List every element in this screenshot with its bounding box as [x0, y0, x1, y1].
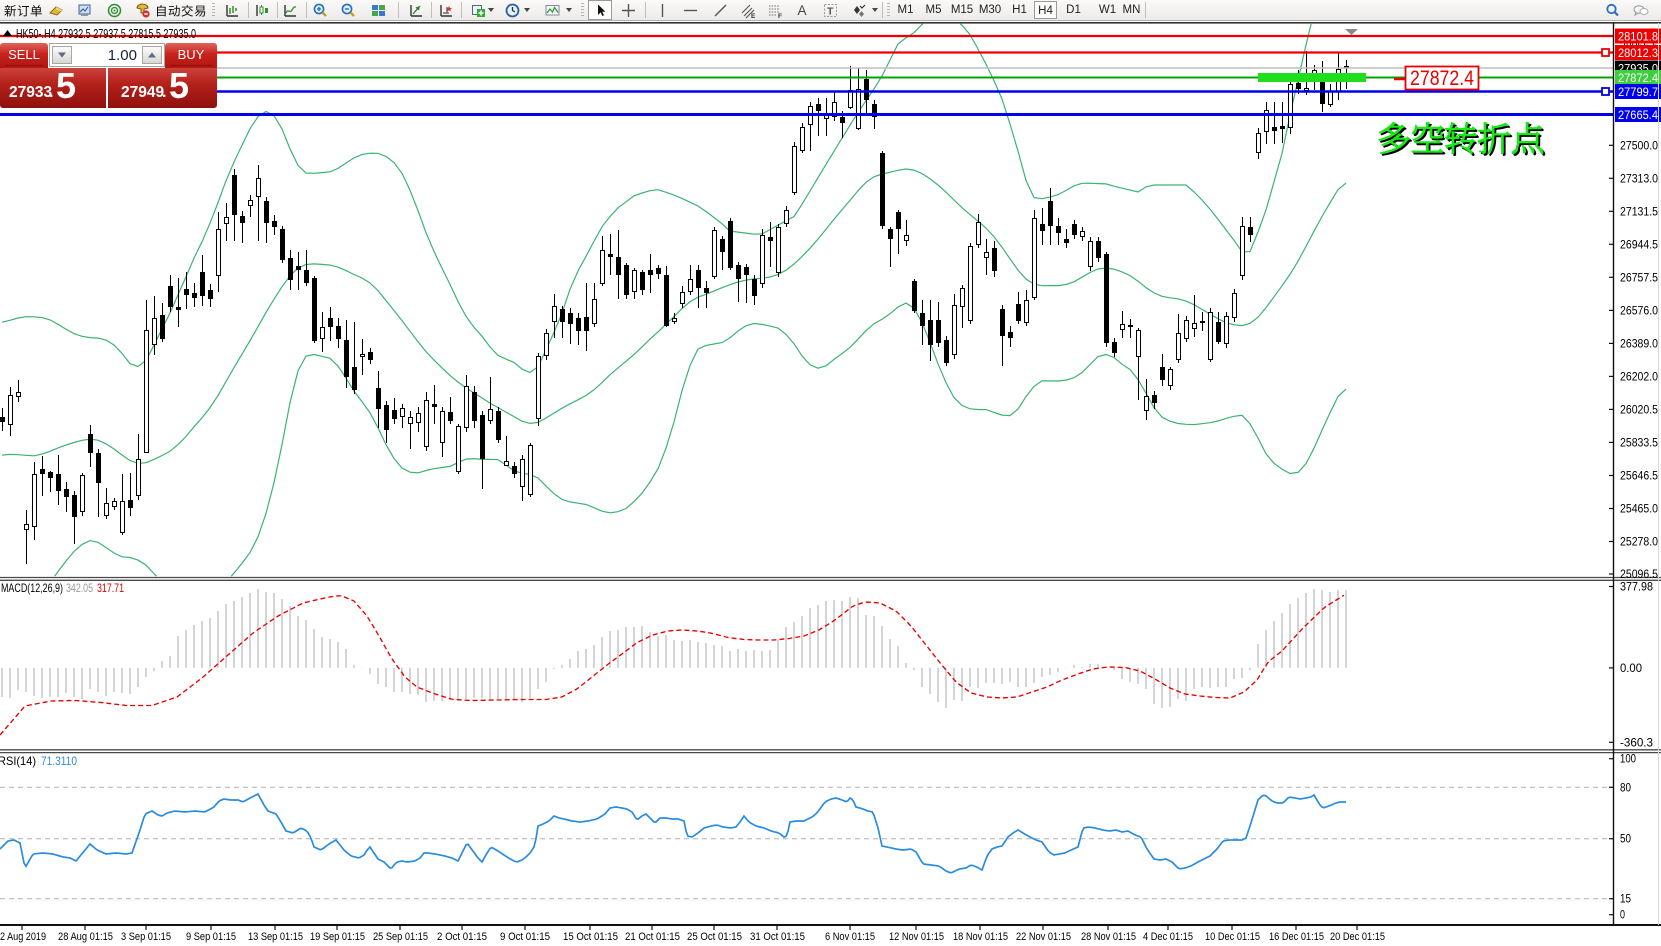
svg-text:21 Oct 01:15: 21 Oct 01:15 — [625, 931, 680, 943]
svg-text:50: 50 — [1620, 834, 1631, 846]
svg-text:13 Sep 01:15: 13 Sep 01:15 — [248, 931, 303, 943]
svg-text:A: A — [798, 3, 807, 18]
svg-text:26389.0: 26389.0 — [1620, 338, 1658, 350]
svg-text:12 Nov 01:15: 12 Nov 01:15 — [889, 931, 944, 943]
svg-text:18 Nov 01:15: 18 Nov 01:15 — [953, 931, 1008, 943]
svg-text:22 Nov 01:15: 22 Nov 01:15 — [1016, 931, 1071, 943]
svg-text:-360.3: -360.3 — [1620, 737, 1653, 749]
svg-text:HK50-.H4 27932.5 27937.5 2781: HK50-.H4 27932.5 27937.5 27815.5 27935.0 — [16, 27, 196, 41]
svg-text:27313.0: 27313.0 — [1620, 173, 1658, 185]
svg-text:20 Dec 01:15: 20 Dec 01:15 — [1330, 931, 1385, 943]
svg-text:377.98: 377.98 — [1620, 582, 1653, 594]
svg-text:25465.0: 25465.0 — [1620, 504, 1658, 516]
svg-text:2 Aug 2019: 2 Aug 2019 — [0, 931, 46, 943]
svg-text:2 Oct 01:15: 2 Oct 01:15 — [437, 931, 487, 943]
svg-text:342.05: 342.05 — [66, 581, 93, 595]
svg-text:27500.0: 27500.0 — [1620, 140, 1658, 152]
svg-text:28012.3: 28012.3 — [1618, 48, 1658, 60]
svg-text:26576.0: 26576.0 — [1620, 305, 1658, 317]
svg-text:15 Oct 01:15: 15 Oct 01:15 — [563, 931, 618, 943]
svg-text:25096.5: 25096.5 — [1620, 569, 1658, 581]
svg-text:16 Dec 01:15: 16 Dec 01:15 — [1269, 931, 1324, 943]
svg-text:25646.5: 25646.5 — [1620, 471, 1658, 483]
svg-text:25278.0: 25278.0 — [1620, 537, 1658, 549]
svg-text:9 Oct 01:15: 9 Oct 01:15 — [500, 931, 550, 943]
svg-text:26757.5: 26757.5 — [1620, 272, 1658, 284]
svg-text:19 Sep 01:15: 19 Sep 01:15 — [310, 931, 365, 943]
svg-text:4 Dec 01:15: 4 Dec 01:15 — [1143, 931, 1193, 943]
svg-text:25 Oct 01:15: 25 Oct 01:15 — [687, 931, 742, 943]
svg-text:MACD(12,26,9): MACD(12,26,9) — [1, 581, 63, 595]
svg-text:27665.4: 27665.4 — [1618, 110, 1659, 122]
svg-text:25833.5: 25833.5 — [1620, 437, 1658, 449]
svg-text:27131.5: 27131.5 — [1620, 206, 1658, 218]
svg-text:E: E — [751, 13, 756, 19]
svg-text:317.71: 317.71 — [97, 581, 124, 595]
svg-text:27799.7: 27799.7 — [1618, 87, 1658, 99]
svg-text:28 Nov 01:15: 28 Nov 01:15 — [1081, 931, 1136, 943]
svg-text:T: T — [827, 6, 834, 18]
svg-text:0.00: 0.00 — [1620, 663, 1642, 675]
svg-text:25 Sep 01:15: 25 Sep 01:15 — [373, 931, 428, 943]
svg-text:26202.0: 26202.0 — [1620, 371, 1658, 383]
svg-text:27872.4: 27872.4 — [1618, 73, 1659, 85]
svg-text:31 Oct 01:15: 31 Oct 01:15 — [750, 931, 805, 943]
svg-text:28 Aug 01:15: 28 Aug 01:15 — [58, 931, 113, 943]
svg-text:27872.4: 27872.4 — [1410, 67, 1474, 90]
svg-text:26944.5: 26944.5 — [1620, 239, 1658, 251]
svg-text:10 Dec 01:15: 10 Dec 01:15 — [1205, 931, 1260, 943]
svg-text:F: F — [778, 13, 782, 19]
svg-text:28101.8: 28101.8 — [1618, 32, 1658, 44]
svg-text:6 Nov 01:15: 6 Nov 01:15 — [825, 931, 875, 943]
svg-text:3 Sep 01:15: 3 Sep 01:15 — [121, 931, 171, 943]
svg-text:0: 0 — [1620, 910, 1625, 922]
svg-text:9 Sep 01:15: 9 Sep 01:15 — [186, 931, 236, 943]
svg-text:RSI(14): RSI(14) — [0, 754, 36, 768]
svg-text:80: 80 — [1620, 782, 1631, 794]
svg-text:100: 100 — [1620, 754, 1636, 766]
svg-text:26020.5: 26020.5 — [1620, 404, 1658, 416]
svg-text:71.3110: 71.3110 — [41, 754, 77, 768]
svg-text:15: 15 — [1620, 894, 1631, 906]
